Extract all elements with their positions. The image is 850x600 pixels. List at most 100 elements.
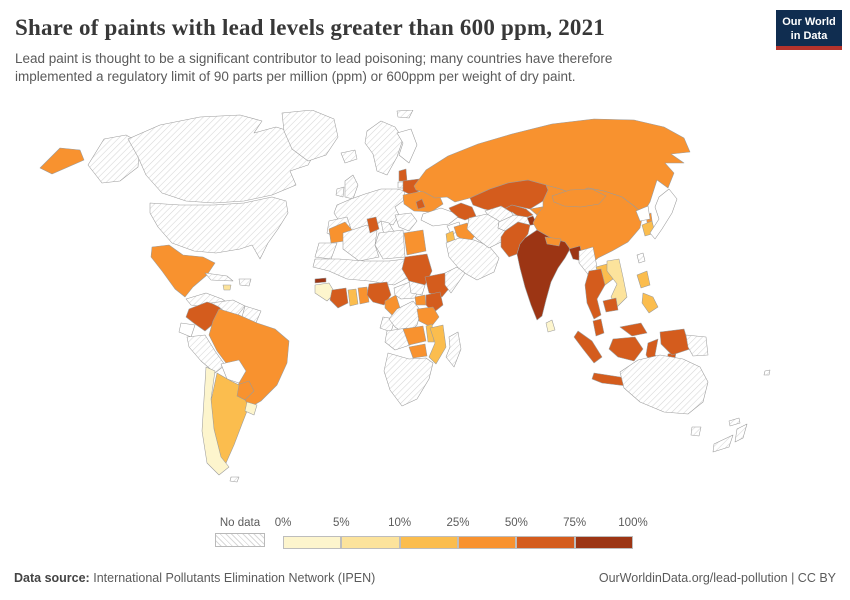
country-nepal[interactable] bbox=[544, 236, 562, 247]
legend-tick-label: 10% bbox=[388, 517, 412, 529]
country-mozambique[interactable] bbox=[428, 324, 447, 365]
country-ireland[interactable] bbox=[335, 186, 345, 198]
country-india[interactable] bbox=[516, 229, 571, 321]
country-indonesia-sumatra[interactable] bbox=[573, 330, 603, 364]
owid-logo-line-1: Our World bbox=[782, 16, 836, 29]
country-peru[interactable] bbox=[186, 334, 226, 374]
map-svg bbox=[39, 109, 771, 483]
country-russia-chukotka[interactable] bbox=[39, 147, 85, 175]
country-australia[interactable] bbox=[619, 354, 709, 415]
license-link[interactable]: OurWorldinData.org/lead-pollution | CC B… bbox=[598, 571, 836, 585]
data-source-label: Data source: bbox=[14, 571, 90, 585]
country-philippines-visayas[interactable] bbox=[641, 292, 659, 314]
country-tanzania[interactable] bbox=[416, 306, 440, 328]
country-taiwan[interactable] bbox=[636, 252, 646, 264]
country-malaysia-peninsula[interactable] bbox=[592, 318, 605, 337]
country-somalia[interactable] bbox=[444, 266, 466, 294]
country-new-zealand-north[interactable] bbox=[734, 423, 748, 443]
legend-tick-label: 100% bbox=[618, 517, 648, 529]
country-sri-lanka[interactable] bbox=[545, 319, 556, 333]
country-north-korea[interactable] bbox=[635, 205, 651, 222]
country-iceland[interactable] bbox=[340, 149, 358, 164]
country-madagascar[interactable] bbox=[445, 331, 462, 368]
country-hispaniola[interactable] bbox=[238, 278, 252, 287]
subtitle-line-2: implemented a regulatory limit of 90 par… bbox=[15, 69, 576, 85]
chart-header: Share of paints with lead levels greater… bbox=[15, 14, 760, 87]
country-indonesia-kalimantan[interactable] bbox=[608, 336, 644, 362]
country-uk[interactable] bbox=[344, 174, 359, 200]
page-title: Share of paints with lead levels greater… bbox=[15, 15, 606, 40]
country-angola[interactable] bbox=[384, 327, 411, 351]
legend-bin[interactable] bbox=[574, 536, 633, 549]
country-new-zealand-south[interactable] bbox=[712, 434, 734, 453]
owid-logo[interactable]: Our World in Data bbox=[776, 10, 842, 50]
country-balkans[interactable] bbox=[394, 212, 418, 232]
owid-logo-stripe bbox=[776, 46, 842, 50]
legend-bins bbox=[283, 536, 633, 549]
legend-tick-label: 5% bbox=[333, 517, 350, 529]
country-svalbard[interactable] bbox=[396, 109, 414, 119]
country-cuba[interactable] bbox=[204, 272, 234, 282]
country-jamaica[interactable] bbox=[222, 284, 232, 291]
country-moldova[interactable] bbox=[415, 198, 426, 210]
country-mongolia[interactable] bbox=[551, 188, 607, 208]
legend-tick-label: 25% bbox=[446, 517, 470, 529]
country-zambia[interactable] bbox=[402, 325, 427, 346]
country-uganda[interactable] bbox=[414, 294, 427, 306]
data-source: Data source: International Pollutants El… bbox=[14, 571, 375, 585]
country-philippines-luzon[interactable] bbox=[636, 270, 651, 289]
owid-logo-line-2: in Data bbox=[790, 30, 828, 42]
country-estonia-latvia[interactable] bbox=[398, 168, 408, 182]
data-source-text: International Pollutants Elimination Net… bbox=[93, 571, 376, 585]
country-gambia[interactable] bbox=[314, 277, 327, 284]
legend-no-data-swatch[interactable] bbox=[215, 533, 265, 547]
country-norway-sweden[interactable] bbox=[364, 120, 404, 176]
subtitle-line-1: Lead paint is thought to be a significan… bbox=[15, 50, 613, 66]
legend-no-data-label: No data bbox=[219, 517, 261, 529]
country-western-sahara[interactable] bbox=[314, 242, 338, 260]
country-ecuador[interactable] bbox=[178, 322, 196, 338]
country-papua-new-guinea[interactable] bbox=[685, 334, 709, 357]
country-southern-africa[interactable] bbox=[383, 352, 434, 407]
world-choropleth-map bbox=[0, 109, 850, 500]
country-mexico[interactable] bbox=[150, 244, 216, 298]
country-canada[interactable] bbox=[127, 114, 319, 204]
legend-tick-label: 0% bbox=[274, 517, 292, 529]
country-japan[interactable] bbox=[649, 188, 678, 240]
legend-bin[interactable] bbox=[399, 536, 458, 549]
country-libya[interactable] bbox=[374, 229, 406, 260]
country-togo-benin[interactable] bbox=[357, 286, 370, 305]
country-tasmania[interactable] bbox=[690, 426, 702, 437]
legend-bin[interactable] bbox=[457, 536, 517, 549]
country-falklands[interactable] bbox=[229, 476, 240, 483]
legend-bin[interactable] bbox=[516, 536, 575, 549]
country-turkey[interactable] bbox=[420, 207, 459, 227]
legend-bin[interactable] bbox=[341, 536, 400, 549]
legend-bin[interactable] bbox=[283, 536, 342, 549]
country-usa[interactable] bbox=[149, 196, 289, 260]
legend-tick-label: 75% bbox=[563, 517, 587, 529]
country-cote-divoire[interactable] bbox=[329, 287, 349, 309]
country-greenland[interactable] bbox=[281, 109, 339, 162]
country-malaysia-borneo[interactable] bbox=[619, 322, 648, 337]
country-tunisia[interactable] bbox=[366, 216, 380, 234]
map-legend: No data 0% 5% 10% 25% 50% 75% 100% bbox=[0, 510, 850, 558]
country-south-sudan[interactable] bbox=[408, 280, 426, 296]
country-uruguay[interactable] bbox=[244, 401, 258, 416]
country-bolivia[interactable] bbox=[220, 359, 247, 384]
country-zimbabwe[interactable] bbox=[408, 343, 428, 359]
country-chile[interactable] bbox=[201, 366, 230, 476]
country-saudi-arabia[interactable] bbox=[445, 237, 500, 281]
country-fiji[interactable] bbox=[763, 369, 771, 376]
country-finland[interactable] bbox=[396, 128, 418, 164]
country-thailand[interactable] bbox=[584, 268, 606, 320]
legend-ticks: 0% 5% 10% 25% 50% 75% 100% bbox=[275, 517, 648, 531]
country-ghana[interactable] bbox=[347, 288, 359, 307]
country-new-caledonia[interactable] bbox=[728, 417, 741, 427]
country-egypt[interactable] bbox=[403, 229, 427, 256]
country-cambodia[interactable] bbox=[602, 297, 619, 313]
country-sahel[interactable] bbox=[312, 258, 410, 286]
country-nigeria[interactable] bbox=[366, 281, 392, 306]
country-papua-indonesia[interactable] bbox=[659, 328, 691, 356]
legend-tick-label: 50% bbox=[504, 517, 528, 529]
